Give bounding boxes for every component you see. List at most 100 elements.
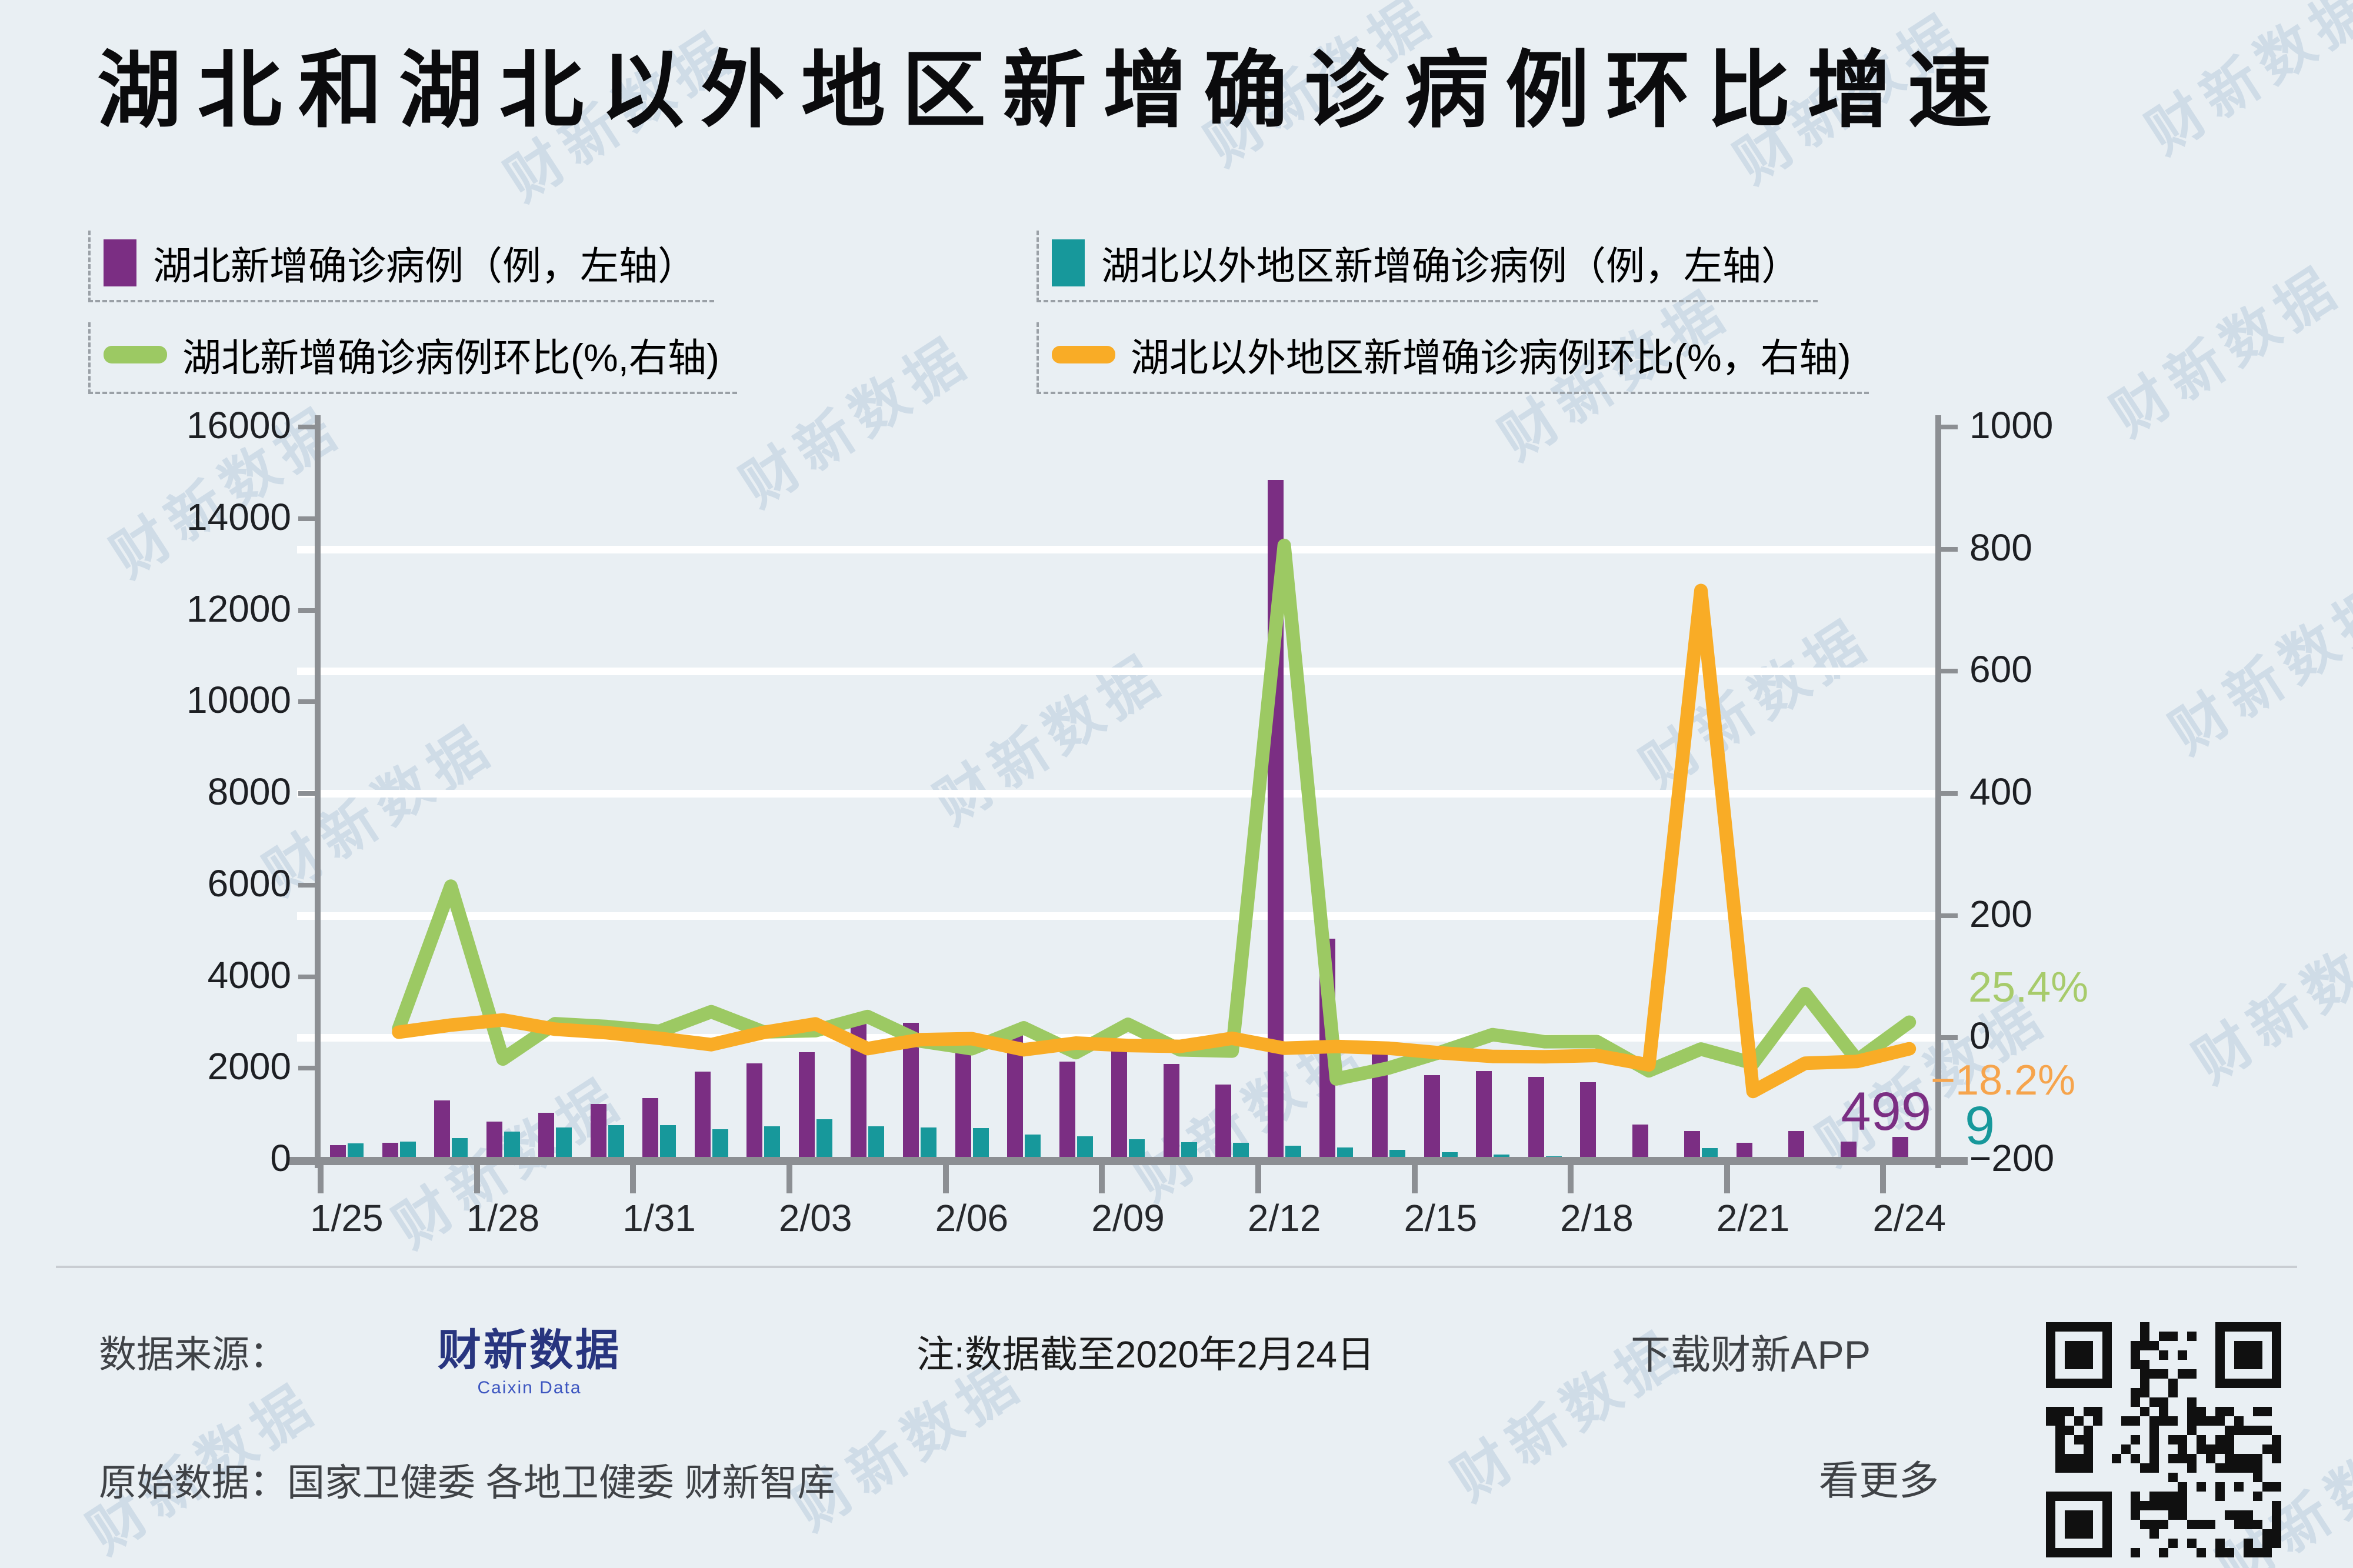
bar-non-hubei — [608, 1125, 624, 1160]
nonhubei-line-swatch-icon — [1052, 346, 1115, 363]
left-axis-tick — [298, 425, 315, 429]
bar-non-hubei — [764, 1126, 781, 1160]
x-axis-tick — [942, 1165, 949, 1193]
caixin-logo-subtext: Caixin Data — [477, 1378, 582, 1397]
bar-hubei — [955, 1047, 971, 1160]
left-axis-line — [315, 415, 321, 1168]
right-axis-tick-label: 200 — [1969, 892, 2032, 935]
legend-item-hubei-line: 湖北新增确诊病例环比(%,右轴) — [88, 322, 737, 394]
data-cutoff-note: 注:数据截至2020年2月24日 — [916, 1333, 1375, 1376]
legend-label: 湖北新增确诊病例环比(%,右轴) — [182, 336, 719, 379]
bar-non-hubei — [972, 1127, 989, 1160]
bar-non-hubei — [712, 1129, 728, 1160]
x-axis-tick-label: 2/24 — [1872, 1197, 1946, 1239]
raw-data-row: 原始数据：国家卫健委 各地卫健委 财新智库 — [99, 1453, 835, 1507]
legend-item-nonhubei-bar: 湖北以外地区新增确诊病例（例，左轴） — [1036, 231, 1818, 302]
gridline — [297, 912, 1935, 920]
gridline — [297, 790, 1935, 798]
data-source-label: 数据来源： — [99, 1333, 287, 1376]
left-axis-tick-label: 16000 — [186, 404, 291, 446]
x-axis-tick-label: 2/21 — [1716, 1197, 1790, 1239]
right-axis-tick-label: 0 — [1969, 1015, 1991, 1057]
x-axis-tick-label: 2/15 — [1404, 1197, 1478, 1239]
bar-hubei — [1632, 1124, 1648, 1160]
x-axis-tick-label: 2/06 — [935, 1197, 1009, 1239]
caixin-watermark: 财新数据 — [2136, 0, 2353, 166]
bar-hubei — [1788, 1130, 1805, 1160]
nonhubei-bar-swatch-icon — [1052, 239, 1085, 286]
left-axis-tick-label: 4000 — [207, 953, 291, 996]
hubei-pct-line — [392, 538, 1917, 1086]
bar-non-hubei — [1702, 1147, 1718, 1160]
legend-label: 湖北以外地区新增确诊病例环比(%，右轴) — [1131, 336, 1851, 379]
pct-lines — [392, 538, 1917, 1099]
x-axis-tick-label: 2/03 — [778, 1197, 852, 1239]
right-axis-tick-label: −200 — [1969, 1137, 2055, 1179]
annotation-teal-last-value: 9 — [1965, 1096, 1995, 1156]
right-axis-tick — [1941, 1035, 1958, 1040]
bar-hubei — [1424, 1075, 1440, 1160]
bar-non-hubei — [452, 1137, 468, 1160]
right-axis-tick — [1941, 913, 1958, 918]
right-axis-tick-label: 1000 — [1969, 404, 2054, 446]
bar-non-hubei — [1337, 1147, 1354, 1160]
raw-data-value: 国家卫健委 各地卫健委 财新智库 — [287, 1462, 835, 1504]
bar-non-hubei — [1076, 1136, 1093, 1160]
left-axis-tick — [298, 882, 315, 888]
right-axis-tick-label: 400 — [1969, 770, 2032, 813]
caixin-watermark: 财新数据 — [2159, 572, 2353, 766]
right-axis-tick — [1941, 669, 1958, 674]
non-hubei-pct-line — [392, 583, 1917, 1099]
right-axis-tick — [1941, 546, 1958, 552]
x-axis-tick — [786, 1165, 792, 1193]
bar-non-hubei — [504, 1131, 520, 1160]
left-axis-tick-label: 0 — [270, 1137, 291, 1179]
legend-item-nonhubei-line: 湖北以外地区新增确诊病例环比(%，右轴) — [1036, 322, 1869, 394]
annotation-green-last-value: 25.4% — [1968, 964, 2089, 1011]
caixin-logo: 财新数据 Caixin Data — [412, 1315, 647, 1398]
left-axis-tick — [298, 1157, 315, 1162]
bar-hubei — [434, 1100, 451, 1160]
bar-non-hubei — [1025, 1134, 1041, 1160]
right-axis-tick-label: 600 — [1969, 648, 2032, 691]
bar-non-hubei — [660, 1125, 676, 1160]
bar-non-hubei — [868, 1126, 885, 1160]
x-axis-tick — [1724, 1165, 1730, 1193]
bar-non-hubei — [921, 1127, 937, 1160]
bar-non-hubei — [1129, 1139, 1145, 1160]
bar-hubei — [1163, 1063, 1179, 1160]
bar-hubei — [1111, 1040, 1128, 1160]
right-axis-line — [1935, 415, 1941, 1168]
x-axis-tick-label: 1/28 — [466, 1197, 540, 1239]
bar-hubei — [1840, 1142, 1857, 1160]
x-axis-tick-label: 2/18 — [1560, 1197, 1634, 1239]
see-more-link[interactable]: 看更多 — [1819, 1459, 1939, 1503]
left-axis-tick — [298, 974, 315, 979]
bar-hubei — [1476, 1071, 1492, 1160]
qr-code — [2046, 1322, 2281, 1557]
bar-hubei — [1059, 1061, 1075, 1160]
x-axis-tick-label: 1/31 — [622, 1197, 696, 1239]
caixin-logo-text: 财新数据 — [438, 1326, 621, 1374]
download-app-link[interactable]: 下载财新APP — [1631, 1333, 1871, 1377]
bar-hubei — [1580, 1082, 1597, 1160]
x-axis-tick-label: 2/09 — [1091, 1197, 1165, 1239]
x-axis-tick — [474, 1165, 480, 1193]
bar-hubei — [642, 1098, 659, 1160]
left-axis-tick — [298, 1066, 315, 1071]
left-axis-tick — [298, 516, 315, 521]
left-axis-tick-label: 12000 — [186, 587, 291, 630]
legend-label: 湖北以外地区新增确诊病例（例，左轴） — [1101, 244, 1800, 288]
right-axis-tick — [1941, 791, 1958, 796]
x-axis-tick — [1411, 1165, 1418, 1193]
bar-non-hubei — [556, 1127, 572, 1160]
left-axis-tick-label: 10000 — [186, 679, 291, 722]
right-axis-tick — [1941, 425, 1958, 429]
caixin-watermark: 财新数据 — [2101, 254, 2352, 448]
gridline — [297, 668, 1935, 676]
x-axis-tick — [630, 1165, 636, 1193]
left-axis-tick — [298, 791, 315, 796]
bar-hubei — [538, 1112, 555, 1160]
bar-hubei — [1215, 1085, 1232, 1160]
